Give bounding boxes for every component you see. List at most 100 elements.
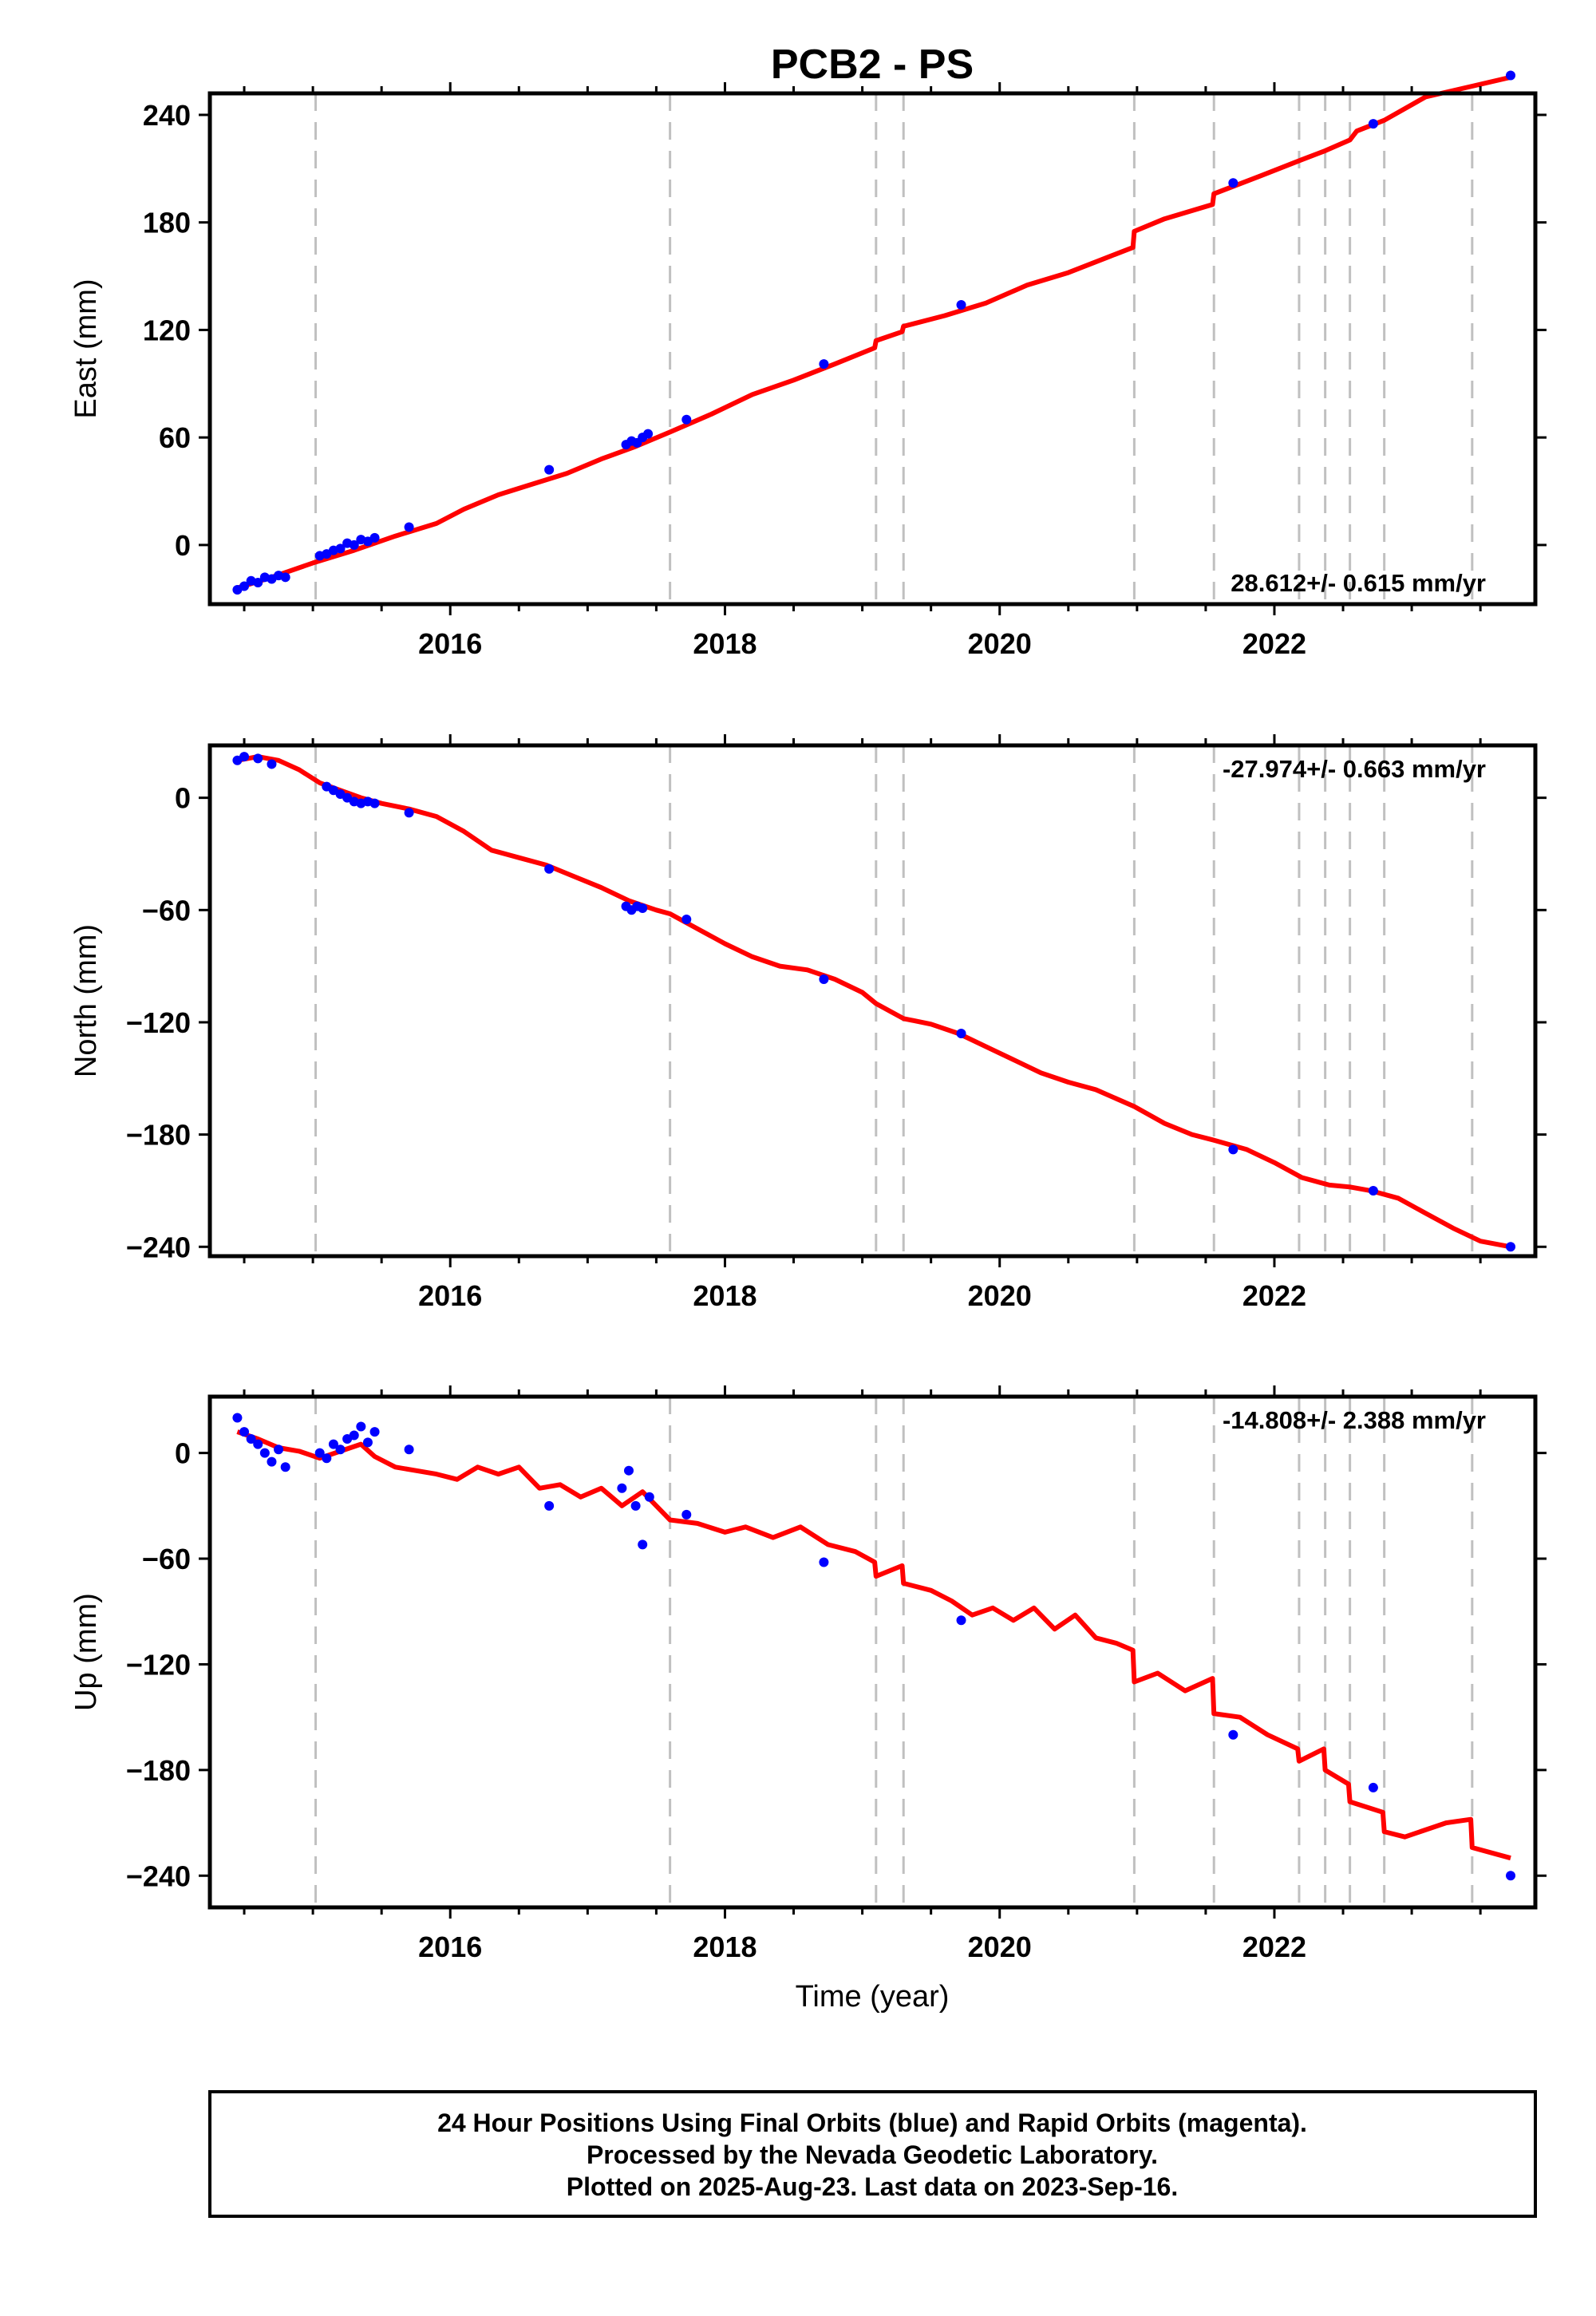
panel-3: 0 −60 −120 −180 −240 2016 2018 2020 2022 Up (mm) -… [69, 1385, 1547, 1963]
data-point [349, 1430, 359, 1441]
panel-2: 0 −60 −120 −180 −240 2016 2018 2020 2022 North (m… [69, 734, 1547, 1312]
data-point [280, 1462, 290, 1472]
data-point [1506, 70, 1516, 81]
x-tick-label: 2022 [1242, 1931, 1306, 1963]
plot-frame [207, 91, 1538, 607]
data-point [1368, 1782, 1378, 1792]
model-line [236, 74, 1511, 591]
data-point [369, 532, 380, 543]
x-tick-label: 2018 [693, 1279, 757, 1312]
y-tick-label: 120 [143, 314, 191, 346]
data-point [335, 1445, 346, 1455]
y-tick-label: 180 [143, 207, 191, 239]
rate-annotation: -14.808+/- 2.388 mm/yr [1223, 1406, 1486, 1434]
footer-line-3: Plotted on 2025-Aug-23. Last data on 202… [567, 2172, 1178, 2201]
x-tick-label: 2018 [693, 627, 757, 660]
data-point [259, 1448, 270, 1458]
y-tick-label: 0 [175, 782, 191, 815]
y-tick-label: 240 [143, 99, 191, 132]
data-point [617, 1483, 627, 1493]
data-point [328, 1439, 338, 1449]
y-axis-label: East (mm) [69, 279, 103, 418]
data-point [239, 1427, 250, 1437]
x-tick-label: 2016 [418, 1931, 482, 1963]
data-point [267, 1456, 277, 1467]
y-tick-label: 0 [175, 529, 191, 562]
data-point [544, 464, 555, 475]
data-point [274, 1445, 284, 1455]
data-point [253, 578, 263, 588]
y-tick-label: −180 [126, 1119, 191, 1152]
data-point [322, 1453, 332, 1464]
data-point [404, 522, 414, 532]
plot-frame [207, 743, 1538, 1259]
panels: 0 60 120 180 240 2016 2018 2020 2022 East (mm) 28.… [69, 70, 1547, 1963]
data-point [819, 1557, 829, 1567]
data-point [314, 1448, 325, 1458]
y-tick-label: −60 [142, 894, 191, 927]
data-point [356, 1421, 366, 1432]
y-tick-label: −180 [126, 1754, 191, 1787]
x-tick-label: 2016 [418, 627, 482, 660]
data-point [643, 429, 654, 439]
data-point [623, 1465, 634, 1476]
data-point [1506, 1242, 1516, 1252]
data-point [404, 808, 414, 818]
data-point [638, 1539, 648, 1550]
data-point [681, 915, 692, 925]
data-point [280, 572, 290, 583]
data-point [253, 1439, 263, 1449]
x-tick-label: 2022 [1242, 627, 1306, 660]
y-tick-label: −120 [126, 1006, 191, 1039]
data-point [630, 1500, 641, 1511]
x-tick-label: 2020 [968, 1931, 1032, 1963]
x-tick-label: 2020 [968, 1279, 1032, 1312]
y-tick-label: −120 [126, 1648, 191, 1681]
plot-frame [207, 1394, 1538, 1910]
data-point [638, 903, 648, 913]
rate-annotation: -27.974+/- 0.663 mm/yr [1223, 755, 1486, 783]
data-point [1228, 1729, 1238, 1740]
model-line [236, 754, 1511, 1250]
data-point [239, 752, 250, 762]
data-point [819, 359, 829, 370]
data-point [956, 299, 966, 310]
data-point [232, 1413, 243, 1423]
data-point [956, 1029, 966, 1039]
footer-line-1: 24 Hour Positions Using Final Orbits (bl… [437, 2109, 1307, 2137]
panel-1: 0 60 120 180 240 2016 2018 2020 2022 East (mm) 28.… [69, 70, 1547, 660]
y-axis-label: Up (mm) [69, 1593, 103, 1711]
data-point [681, 414, 692, 425]
y-tick-label: −240 [126, 1231, 191, 1263]
data-point [1228, 178, 1238, 188]
x-tick-label: 2016 [418, 1279, 482, 1312]
x-tick-label: 2022 [1242, 1279, 1306, 1312]
data-point [544, 1500, 555, 1511]
y-axis-label: North (mm) [69, 924, 103, 1077]
data-point [644, 1492, 654, 1502]
rate-annotation: 28.612+/- 0.615 mm/yr [1231, 569, 1486, 597]
footer-line-2: Processed by the Nevada Geodetic Laborat… [587, 2140, 1158, 2169]
y-tick-label: −60 [142, 1543, 191, 1575]
data-point [253, 753, 263, 764]
data-point [335, 543, 346, 554]
chart-title: PCB2 - PS [771, 41, 974, 88]
data-point [1368, 1185, 1378, 1196]
data-point [544, 864, 555, 874]
x-tick-label: 2020 [968, 627, 1032, 660]
x-tick-label: 2018 [693, 1931, 757, 1963]
data-point [246, 1433, 256, 1444]
data-point [239, 581, 250, 591]
y-tick-label: 60 [159, 421, 191, 454]
data-point [819, 974, 829, 985]
data-point [1368, 119, 1378, 129]
footer-box [208, 2090, 1537, 2218]
data-point [681, 1509, 692, 1520]
data-point [956, 1615, 966, 1626]
data-point [362, 1437, 373, 1448]
data-point [369, 1427, 380, 1437]
data-point [1506, 1871, 1516, 1881]
y-tick-label: −240 [126, 1860, 191, 1892]
data-point [349, 539, 359, 550]
